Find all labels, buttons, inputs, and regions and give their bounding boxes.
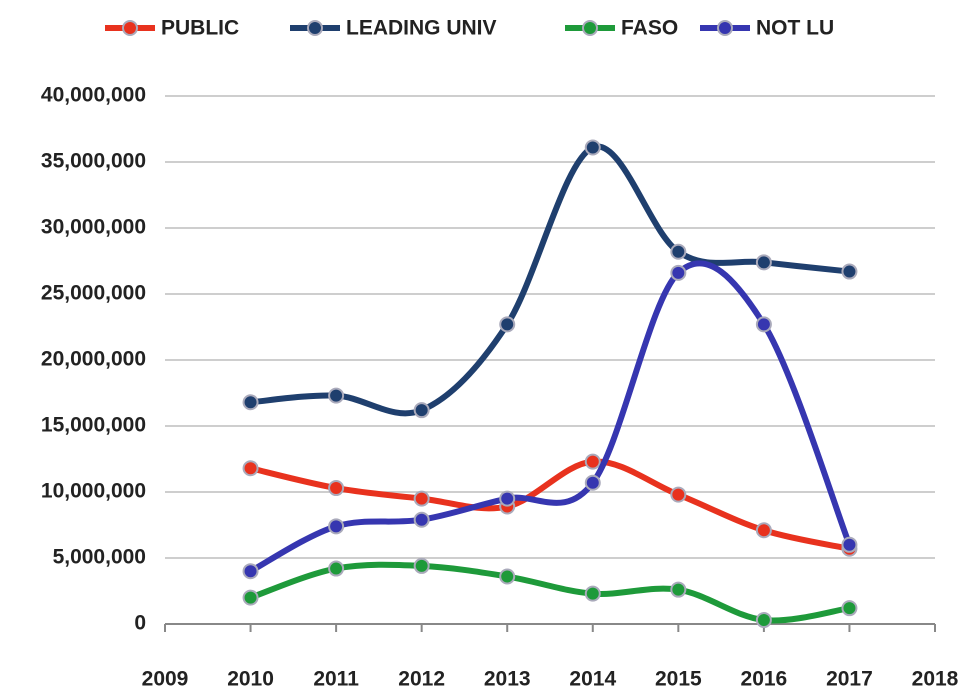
data-point [755,612,772,629]
y-tick-label: 5,000,000 [53,546,146,569]
data-point [584,585,601,602]
legend-label: NOT LU [756,17,834,40]
data-point [328,560,345,577]
x-tick-label: 2015 [655,668,702,691]
y-tick-label: 25,000,000 [41,282,146,305]
data-point [755,254,772,271]
legend-label: LEADING UNIV [346,17,497,40]
x-tick-label: 2018 [912,668,959,691]
data-point [328,518,345,535]
data-point [670,486,687,503]
data-point [499,568,516,585]
data-point [841,536,858,553]
y-tick-label: 10,000,000 [41,480,146,503]
data-point [841,263,858,280]
x-tick-label: 2013 [484,668,531,691]
x-tick-label: 2017 [826,668,873,691]
data-point [670,264,687,281]
x-tick-label: 2009 [142,668,189,691]
legend-label: PUBLIC [161,17,239,40]
x-tick-label: 2011 [313,668,359,691]
x-tick-label: 2014 [569,668,616,691]
data-point [413,511,430,528]
y-tick-label: 30,000,000 [41,216,146,239]
data-point [755,316,772,333]
series-line [247,458,853,552]
data-point [670,581,687,598]
y-tick-label: 0 [134,612,146,635]
data-point [584,139,601,156]
data-point [242,589,259,606]
series-line [247,561,853,624]
data-point [328,387,345,404]
x-tick-label: 2016 [741,668,788,691]
legend-marker [582,20,598,36]
data-point [584,474,601,491]
y-tick-label: 40,000,000 [41,84,146,107]
legend-label: FASO [621,17,678,40]
y-tick-label: 20,000,000 [41,348,146,371]
data-point [499,316,516,333]
y-tick-label: 15,000,000 [41,414,146,437]
data-point [413,490,430,507]
data-point [328,480,345,497]
legend-marker [717,20,733,36]
data-point [670,243,687,260]
x-tick-label: 2010 [227,668,274,691]
data-point [242,563,259,580]
series-line [247,143,853,417]
data-point [584,453,601,470]
legend-marker [307,20,323,36]
data-point [242,394,259,411]
x-tick-label: 2012 [398,668,445,691]
data-point [413,402,430,419]
data-point [413,557,430,574]
data-point [242,460,259,477]
legend-marker [122,20,138,36]
data-point [841,600,858,617]
data-point [755,522,772,539]
y-tick-label: 35,000,000 [41,150,146,173]
data-point [499,490,516,507]
